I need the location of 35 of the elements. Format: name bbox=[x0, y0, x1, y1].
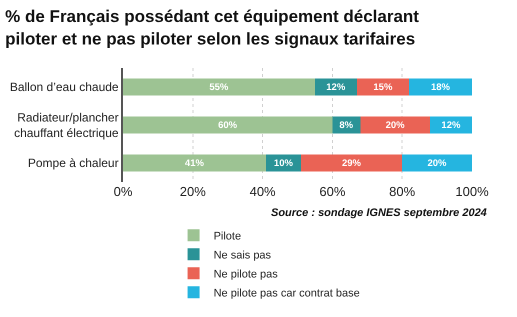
data-label: 60% bbox=[218, 120, 238, 132]
bar bbox=[356, 78, 410, 96]
bar bbox=[123, 154, 266, 172]
data-label: 10% bbox=[274, 158, 294, 170]
data-label: 12% bbox=[441, 120, 461, 132]
legend-label: Ne sais pas bbox=[214, 250, 272, 262]
data-label: 29% bbox=[342, 158, 362, 170]
bar bbox=[402, 154, 472, 172]
data-label: 41% bbox=[184, 158, 204, 170]
y-tick-label: Radiateur/plancher chauffant électrique bbox=[14, 110, 119, 140]
data-label: 15% bbox=[373, 82, 393, 94]
legend-label: Pilote bbox=[214, 230, 242, 243]
source-note: Source : sondage IGNES septembre 2024 bbox=[271, 207, 487, 219]
legend-label: Ne pilote pas bbox=[214, 268, 278, 281]
bar bbox=[123, 116, 332, 134]
x-tick-label: 0% bbox=[114, 184, 133, 199]
bar bbox=[123, 78, 315, 96]
data-label: 20% bbox=[427, 158, 448, 170]
x-tick-label: 40% bbox=[250, 184, 276, 199]
legend-label: Ne pilote pas car contrat base bbox=[214, 288, 360, 300]
data-label: 55% bbox=[209, 82, 229, 94]
bar bbox=[360, 116, 430, 134]
bar bbox=[409, 78, 472, 96]
data-label: 12% bbox=[326, 82, 346, 94]
bar bbox=[300, 154, 402, 172]
data-label: 8% bbox=[339, 120, 354, 132]
data-label: 20% bbox=[386, 120, 406, 132]
x-tick-label: 20% bbox=[180, 184, 206, 199]
y-tick-label: Ballon d’eau chaude bbox=[10, 80, 119, 94]
chart-title: % de Français possédant cet équipement déclarant piloter et ne pas piloter selon les signaux tarifaires bbox=[5, 7, 420, 48]
x-tick-label: 60% bbox=[319, 184, 346, 199]
y-tick-label: Pompe à chaleur bbox=[28, 156, 119, 170]
x-tick-label: 80% bbox=[389, 184, 416, 199]
data-label: 18% bbox=[430, 82, 451, 94]
x-tick-label: 100% bbox=[455, 184, 490, 199]
